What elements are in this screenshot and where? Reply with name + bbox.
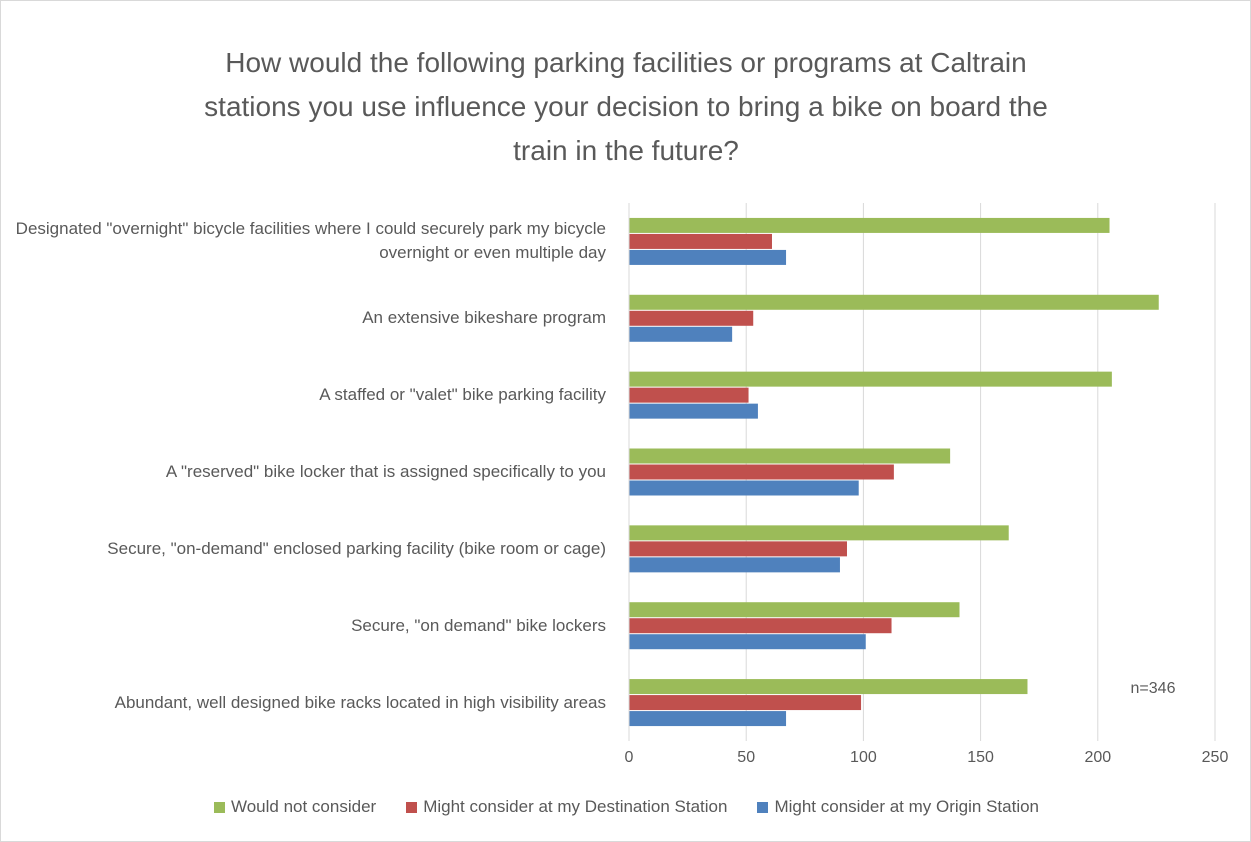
category-label: A "reserved" bike locker that is assigne…: [165, 462, 606, 481]
bar: [629, 541, 847, 557]
annotation: n=346: [1131, 680, 1176, 697]
category-label: Designated "overnight" bicycle facilitie…: [15, 219, 606, 263]
legend-item: Might consider at my Destination Station: [406, 797, 727, 817]
bar: [629, 387, 749, 403]
bar: [629, 249, 787, 265]
bar: [629, 480, 859, 496]
legend-label: Might consider at my Destination Station: [423, 797, 728, 816]
bar: [629, 525, 1009, 541]
bar: [629, 602, 960, 618]
bar: [629, 294, 1159, 310]
category-label: An extensive bikeshare program: [362, 308, 606, 328]
bar: [629, 634, 866, 650]
bar: [629, 464, 894, 480]
x-tick-label: 100: [850, 749, 877, 766]
legend-label: Might consider at my Origin Station: [774, 797, 1040, 816]
legend-item: Would not consider: [213, 797, 377, 817]
bar: [629, 711, 787, 727]
legend-swatch: [213, 801, 225, 813]
legend-swatch: [406, 801, 418, 813]
x-tick-label: 200: [1084, 749, 1111, 766]
bar: [629, 557, 840, 573]
category-label: Secure, "on demand" bike lockers: [351, 615, 606, 635]
bar: [629, 233, 772, 249]
bar: [629, 217, 1110, 233]
bar: [629, 310, 754, 326]
x-tick-label: 150: [967, 749, 994, 766]
bar: [629, 403, 758, 419]
category-label: Secure, "on-demand" enclosed parking fac…: [107, 538, 606, 558]
bar: [629, 448, 951, 464]
bar: [629, 695, 862, 711]
x-tick-label: 50: [737, 749, 755, 766]
legend-item: Might consider at my Origin Station: [757, 797, 1039, 817]
chart-title: How would the following parking faciliti…: [204, 47, 1048, 166]
bar: [629, 326, 733, 342]
legend: Would not consider Might consider at my D…: [1, 797, 1250, 817]
category-label: Abundant, well designed bike racks locat…: [114, 692, 606, 712]
x-tick-label: 250: [1202, 749, 1229, 766]
category-label: A staffed or "valet" bike parking facili…: [319, 385, 606, 405]
bar: [629, 371, 1112, 387]
legend-swatch: [757, 801, 769, 813]
legend-label: Would not consider: [230, 797, 377, 816]
bar: [629, 618, 892, 634]
bar: [629, 679, 1028, 695]
x-tick-label: 0: [625, 749, 634, 766]
